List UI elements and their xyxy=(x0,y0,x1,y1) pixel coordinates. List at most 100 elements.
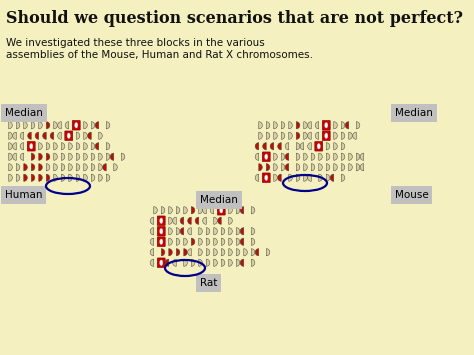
Wedge shape xyxy=(285,153,289,160)
Wedge shape xyxy=(199,207,202,214)
Wedge shape xyxy=(236,259,240,266)
Wedge shape xyxy=(356,153,360,160)
Wedge shape xyxy=(259,122,262,129)
Wedge shape xyxy=(229,228,232,235)
Wedge shape xyxy=(270,143,274,150)
Wedge shape xyxy=(341,174,345,181)
Wedge shape xyxy=(169,217,173,224)
Wedge shape xyxy=(319,164,322,171)
Wedge shape xyxy=(91,122,95,129)
Ellipse shape xyxy=(160,218,163,224)
Wedge shape xyxy=(54,164,57,171)
Wedge shape xyxy=(251,259,255,266)
FancyBboxPatch shape xyxy=(157,226,165,236)
Wedge shape xyxy=(236,238,240,245)
Wedge shape xyxy=(319,174,322,181)
Wedge shape xyxy=(240,207,244,214)
Wedge shape xyxy=(236,228,240,235)
Wedge shape xyxy=(334,164,337,171)
Wedge shape xyxy=(274,174,277,181)
FancyBboxPatch shape xyxy=(157,216,165,225)
Wedge shape xyxy=(244,248,247,256)
Wedge shape xyxy=(285,164,289,171)
Wedge shape xyxy=(46,153,50,160)
Wedge shape xyxy=(308,143,311,150)
Wedge shape xyxy=(341,164,345,171)
Wedge shape xyxy=(54,122,57,129)
FancyBboxPatch shape xyxy=(322,131,330,141)
Wedge shape xyxy=(27,132,31,140)
Wedge shape xyxy=(76,164,80,171)
Wedge shape xyxy=(191,207,195,214)
Wedge shape xyxy=(360,164,364,171)
Wedge shape xyxy=(319,153,322,160)
Wedge shape xyxy=(169,207,173,214)
Wedge shape xyxy=(281,122,285,129)
Wedge shape xyxy=(39,143,42,150)
Wedge shape xyxy=(206,248,210,256)
Wedge shape xyxy=(278,143,281,150)
Wedge shape xyxy=(16,122,20,129)
Wedge shape xyxy=(184,248,187,256)
Wedge shape xyxy=(91,164,95,171)
Wedge shape xyxy=(61,164,65,171)
Wedge shape xyxy=(274,153,277,160)
Wedge shape xyxy=(24,122,27,129)
FancyBboxPatch shape xyxy=(27,141,35,151)
Wedge shape xyxy=(165,259,169,266)
Wedge shape xyxy=(188,228,191,235)
Wedge shape xyxy=(46,143,50,150)
Wedge shape xyxy=(161,207,165,214)
Wedge shape xyxy=(65,122,69,129)
Wedge shape xyxy=(221,248,225,256)
Wedge shape xyxy=(296,122,300,129)
Wedge shape xyxy=(84,164,87,171)
Wedge shape xyxy=(281,164,285,171)
Wedge shape xyxy=(13,132,16,140)
Wedge shape xyxy=(188,217,191,224)
Wedge shape xyxy=(221,259,225,266)
Wedge shape xyxy=(31,164,35,171)
Wedge shape xyxy=(99,132,102,140)
Wedge shape xyxy=(311,153,315,160)
Wedge shape xyxy=(84,153,87,160)
Wedge shape xyxy=(251,248,255,256)
Wedge shape xyxy=(289,174,292,181)
Wedge shape xyxy=(274,122,277,129)
FancyBboxPatch shape xyxy=(157,258,165,268)
Wedge shape xyxy=(13,143,16,150)
Wedge shape xyxy=(195,217,199,224)
Wedge shape xyxy=(236,207,240,214)
Wedge shape xyxy=(31,153,35,160)
Wedge shape xyxy=(218,217,221,224)
Wedge shape xyxy=(240,228,244,235)
Wedge shape xyxy=(199,228,202,235)
Wedge shape xyxy=(341,153,345,160)
Wedge shape xyxy=(221,228,225,235)
Wedge shape xyxy=(20,153,24,160)
FancyBboxPatch shape xyxy=(217,206,225,215)
Wedge shape xyxy=(229,217,232,224)
Wedge shape xyxy=(99,164,102,171)
Wedge shape xyxy=(255,143,259,150)
Wedge shape xyxy=(76,143,80,150)
Wedge shape xyxy=(349,132,352,140)
Wedge shape xyxy=(169,238,173,245)
Wedge shape xyxy=(285,143,289,150)
Wedge shape xyxy=(150,217,154,224)
Text: Human: Human xyxy=(5,190,43,200)
Wedge shape xyxy=(308,174,311,181)
Wedge shape xyxy=(341,132,345,140)
Wedge shape xyxy=(334,153,337,160)
Wedge shape xyxy=(356,164,360,171)
Wedge shape xyxy=(103,164,106,171)
Wedge shape xyxy=(13,153,16,160)
Wedge shape xyxy=(255,174,259,181)
Wedge shape xyxy=(214,238,218,245)
Wedge shape xyxy=(214,259,218,266)
Ellipse shape xyxy=(160,229,163,234)
Wedge shape xyxy=(274,132,277,140)
Wedge shape xyxy=(9,164,12,171)
Wedge shape xyxy=(84,174,87,181)
Wedge shape xyxy=(58,122,61,129)
